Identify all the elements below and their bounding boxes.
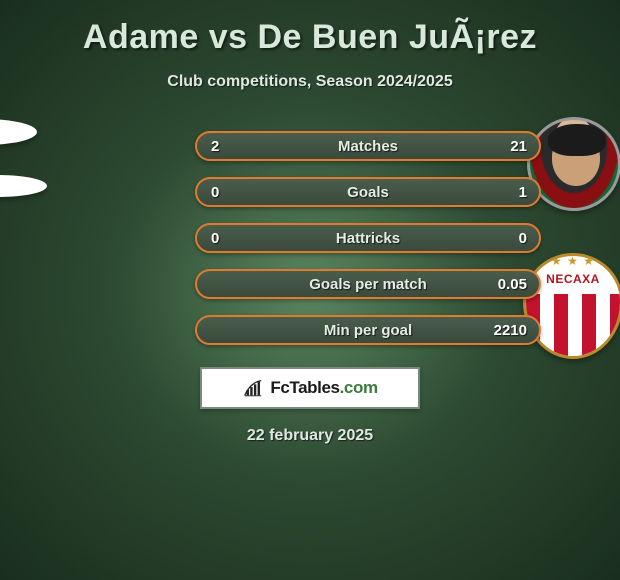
stat-value-right: 0.05 xyxy=(498,269,527,299)
stat-label: Matches xyxy=(338,138,398,155)
stat-row: Hattricks 0 0 xyxy=(65,223,555,253)
logo-text: FcTables.com xyxy=(270,378,377,398)
ellipse-icon xyxy=(0,175,47,197)
date-text: 22 february 2025 xyxy=(0,427,620,445)
logo-text-b: .com xyxy=(340,378,378,397)
logo-text-a: FcTables xyxy=(270,378,339,397)
crest-stars: ★ ★ ★ xyxy=(526,254,620,268)
stat-value-right: 0 xyxy=(519,223,527,253)
page-title: Adame vs De Buen JuÃ¡rez xyxy=(0,0,620,57)
stats-block: ★ ★ ★ NECAXA Matches 2 21 Goals 0 1 Hatt… xyxy=(65,131,555,345)
stat-row: Min per goal 2210 xyxy=(65,315,555,345)
ellipse-icon xyxy=(0,119,37,145)
stat-row: Matches 2 21 xyxy=(65,131,555,161)
stat-row: Goals per match 0.05 xyxy=(65,269,555,299)
stat-value-right: 2210 xyxy=(494,315,527,345)
stat-label: Hattricks xyxy=(336,230,400,247)
stat-value-left: 0 xyxy=(211,223,219,253)
stat-pill: Goals per match xyxy=(195,269,541,299)
stat-pill: Goals xyxy=(195,177,541,207)
player-left-avatar xyxy=(0,119,55,197)
stat-pill: Min per goal xyxy=(195,315,541,345)
source-logo: FcTables.com xyxy=(200,367,420,409)
stat-value-right: 1 xyxy=(519,177,527,207)
stat-value-right: 21 xyxy=(510,131,527,161)
stat-value-left: 0 xyxy=(211,177,219,207)
stat-label: Goals xyxy=(347,184,389,201)
stat-value-left: 2 xyxy=(211,131,219,161)
stat-label: Min per goal xyxy=(324,322,412,339)
stat-row: Goals 0 1 xyxy=(65,177,555,207)
stat-label: Goals per match xyxy=(309,276,427,293)
page-subtitle: Club competitions, Season 2024/2025 xyxy=(0,73,620,91)
stat-pill: Hattricks xyxy=(195,223,541,253)
comparison-card: Adame vs De Buen JuÃ¡rez Club competitio… xyxy=(0,0,620,580)
bars-icon xyxy=(242,377,264,399)
stat-pill: Matches xyxy=(195,131,541,161)
